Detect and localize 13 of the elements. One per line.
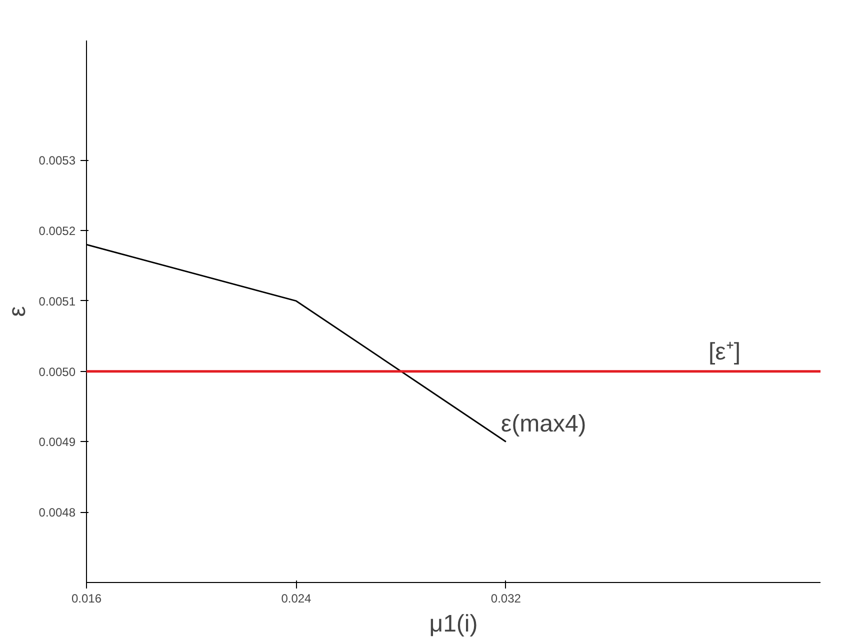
y-tick-label: 0.0051 bbox=[38, 294, 76, 308]
x-axis-title: μ1(i) bbox=[429, 610, 478, 638]
ref-line-label: [ε⁺] bbox=[708, 338, 741, 366]
y-axis-title: ε bbox=[4, 306, 31, 317]
y-tick-label: 0.0050 bbox=[38, 364, 76, 379]
y-tick-label: 0.0048 bbox=[38, 506, 76, 520]
y-tick-label: 0.0049 bbox=[38, 435, 76, 450]
annotation: ε(max4) bbox=[500, 410, 586, 438]
y-tick-label: 0.0052 bbox=[38, 224, 76, 238]
x-tick-label: 0.016 bbox=[71, 592, 102, 606]
x-tick-label: 0.024 bbox=[281, 592, 312, 606]
y-tick-label: 0.0053 bbox=[38, 154, 76, 168]
x-tick-label: 0.032 bbox=[490, 592, 522, 606]
